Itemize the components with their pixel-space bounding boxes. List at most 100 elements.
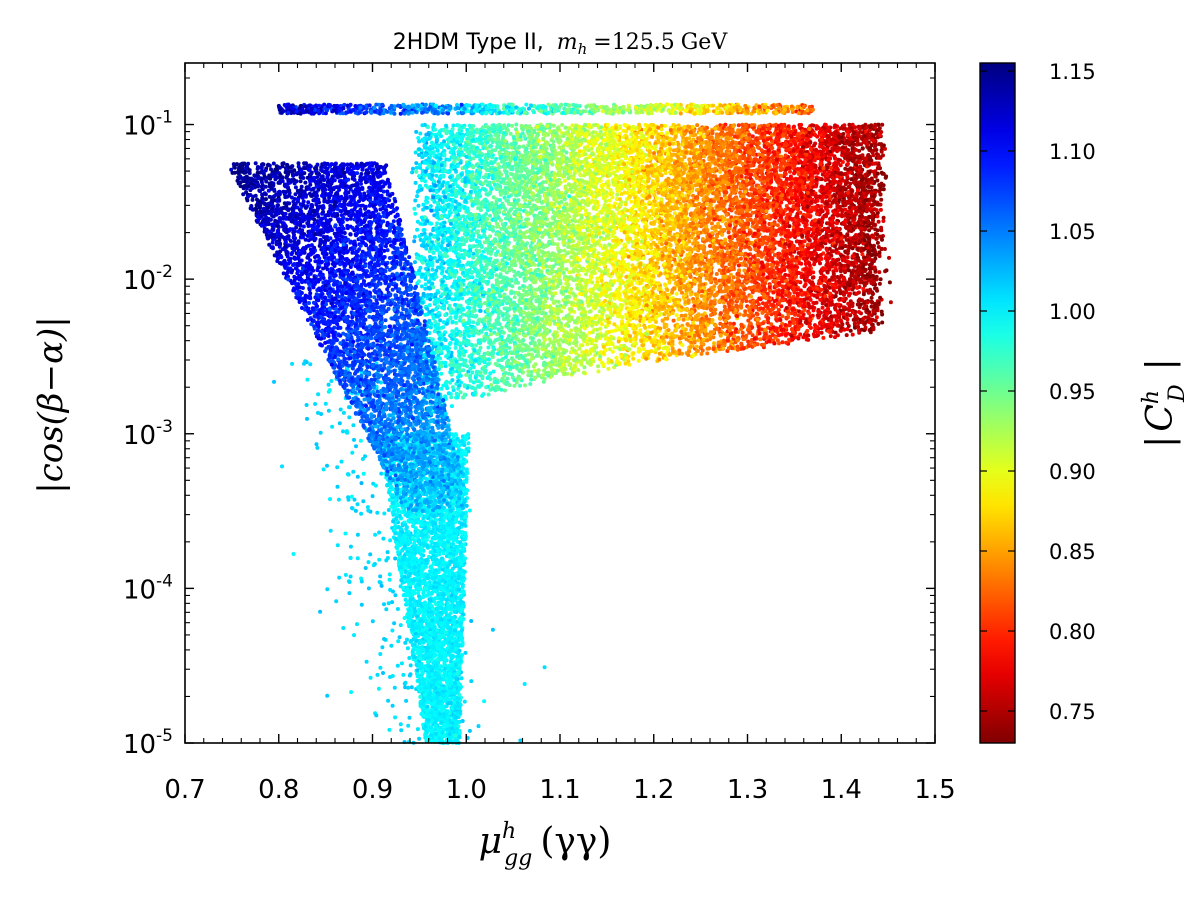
scatter-point [717, 268, 722, 273]
scatter-point [416, 203, 421, 208]
scatter-point [844, 333, 849, 338]
scatter-points [229, 102, 893, 745]
scatter-point [456, 297, 461, 302]
scatter-point [780, 340, 785, 345]
title-mass-subscript: h [578, 40, 588, 58]
scatter-point [838, 291, 843, 296]
scatter-point [653, 162, 658, 167]
scatter-point [873, 143, 878, 147]
scatter-point [750, 134, 755, 139]
scatter-point [518, 383, 522, 388]
scatter-point [487, 227, 492, 232]
scatter-point [638, 174, 642, 179]
scatter-point [423, 179, 428, 184]
scatter-point [614, 355, 619, 360]
scatter-point [828, 334, 833, 339]
scatter-point [507, 334, 511, 338]
scatter-point [461, 368, 466, 373]
scatter-point [526, 369, 531, 374]
scatter-point [659, 197, 664, 202]
scatter-point [746, 339, 751, 344]
scatter-point [486, 357, 491, 362]
scatter-point [647, 272, 652, 277]
scatter-point [596, 364, 601, 369]
scatter-point [414, 165, 419, 170]
scatter-point [561, 270, 566, 275]
scatter-point [508, 131, 513, 136]
scatter-point [587, 330, 592, 335]
scatter-point [479, 286, 484, 291]
scatter-point [443, 313, 448, 318]
scatter-point [641, 347, 646, 352]
scatter-point [610, 349, 615, 354]
title-mass-symbol: m [557, 30, 578, 55]
scatter-point [583, 208, 588, 213]
scatter-point [423, 286, 428, 291]
chart-title: 2HDM Type II, mh =125.5 GeV [393, 30, 729, 58]
scatter-point [549, 297, 554, 301]
scatter-point [512, 383, 517, 388]
scatter-point [563, 178, 567, 183]
scatter-point [674, 313, 679, 318]
scatter-point [579, 343, 584, 348]
scatter-point [822, 283, 827, 288]
scatter-point [512, 295, 517, 300]
scatter-point [731, 321, 736, 326]
scatter-point [582, 365, 587, 370]
scatter-point [841, 132, 846, 136]
scatter-point [580, 350, 585, 355]
scatter-point [443, 364, 448, 369]
scatter-point [589, 341, 594, 346]
scatter-point [481, 355, 486, 360]
scatter-point [772, 278, 777, 283]
scatter-point [612, 310, 617, 315]
scatter-point [414, 161, 419, 166]
scatter-point [458, 346, 463, 351]
scatter-point [461, 214, 466, 219]
scatter-point [427, 303, 432, 308]
scatter-point [585, 342, 590, 347]
scatter-point [888, 300, 893, 305]
scatter-point [465, 305, 470, 310]
scatter-point [514, 122, 519, 127]
scatter-point [746, 268, 751, 273]
scatter-point [458, 357, 463, 362]
scatter-point [578, 172, 583, 177]
scatter-point [617, 285, 622, 290]
scatter-point [455, 230, 460, 235]
scatter-point [629, 199, 634, 204]
scatter-point [538, 175, 543, 180]
scatter-point [560, 122, 565, 127]
scatter-point [758, 337, 763, 342]
scatter-point [431, 350, 436, 355]
scatter-point [630, 263, 635, 268]
scatter-point [735, 297, 740, 302]
scatter-point [740, 274, 745, 279]
scatter-point [538, 160, 543, 165]
scatter-point [417, 153, 421, 157]
scatter-point [597, 309, 602, 314]
scatter-point [553, 291, 558, 296]
title-prefix: 2HDM Type II, [393, 30, 544, 55]
scatter-point [569, 328, 574, 333]
scatter-point [695, 123, 700, 128]
scatter-point [742, 268, 747, 273]
scatter-point [756, 302, 761, 307]
scatter-point [806, 337, 811, 342]
title-mass-value: =125.5 [593, 30, 674, 55]
scatter-point [468, 238, 473, 243]
scatter-point [413, 211, 418, 216]
title-mass-unit: GeV [681, 30, 729, 55]
scatter-point [877, 281, 882, 286]
scatter-point [828, 204, 833, 209]
scatter-point [550, 162, 555, 167]
scatter-point [663, 123, 668, 128]
scatter-point [465, 127, 470, 132]
scatter-point [590, 259, 595, 263]
scatter-point [416, 136, 421, 140]
scatter-point [625, 248, 629, 253]
scatter-point [488, 213, 492, 218]
scatter-point [540, 373, 545, 378]
scatter-point [559, 290, 564, 295]
